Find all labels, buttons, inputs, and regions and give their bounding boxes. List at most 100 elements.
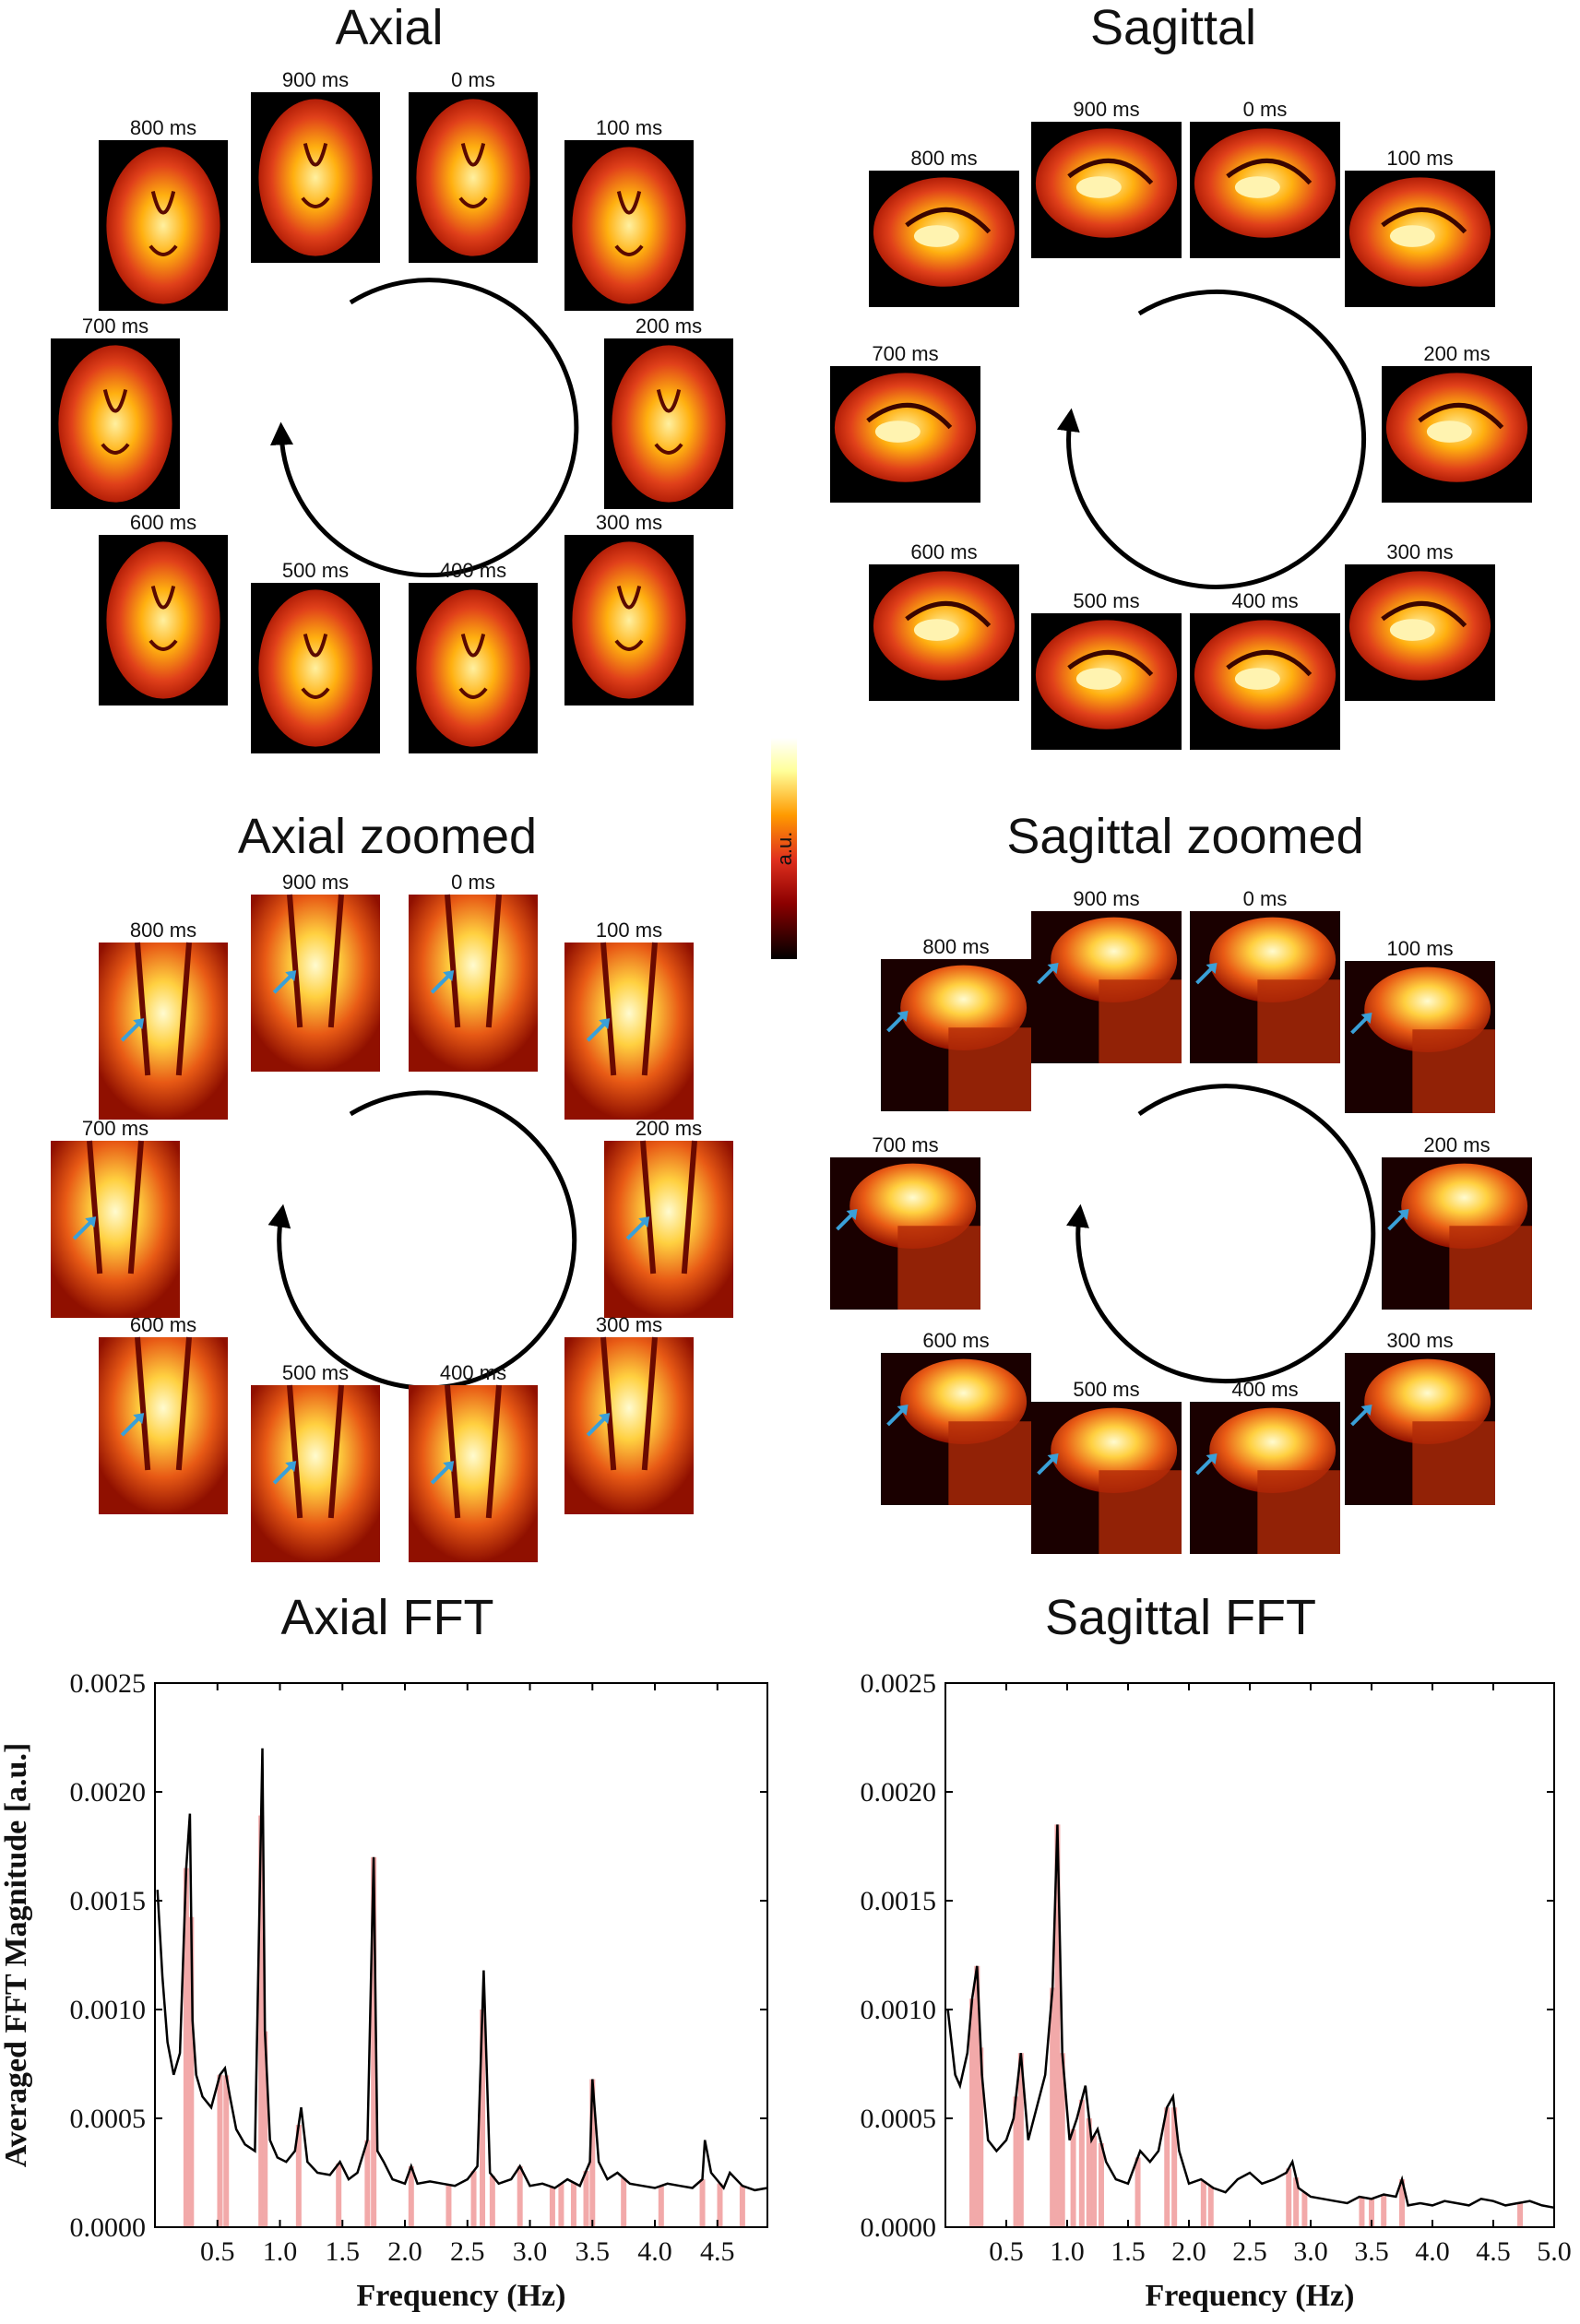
ventricle-edges [287,894,344,1028]
axial-tile: 300 ms [564,511,694,706]
peak-bar [336,2163,342,2227]
sagittal-zoomed-tile: 400 ms [1190,1378,1340,1554]
time-label: 800 ms [130,919,196,942]
axial-title: Axial [335,0,443,55]
x-tick-label: 1.0 [1050,2236,1085,2267]
blue-arrow-icon [586,1415,608,1437]
axial-slice [258,589,373,747]
blue-arrow-icon [430,972,452,994]
time-label: 100 ms [596,919,662,942]
ventricle-shape [614,586,644,651]
peak-bar [470,2171,477,2227]
peak-bar [258,1815,265,2227]
peak-bar [974,1965,980,2227]
plot-frame [154,1682,768,2228]
peak-bar [445,2184,452,2227]
axial-slice [416,99,530,256]
blue-arrow-head-icon [599,1018,611,1030]
ventricle-shape [148,586,178,651]
peak-bar [217,2074,223,2227]
sagittal-tile: 200 ms [1382,342,1532,503]
cycle-arrow-sagittal [1056,289,1367,589]
peak-bar [570,2182,576,2227]
peak-bar [1293,2177,1300,2227]
peak-bar [517,2165,523,2227]
peak-bar [1050,1987,1056,2227]
x-tick-label: 4.5 [1476,2236,1511,2267]
ventricle-edges [287,1384,344,1519]
sagittal-tile: 900 ms [1031,98,1182,258]
brainstem-region [1099,979,1182,1063]
time-label: 500 ms [1073,1378,1139,1401]
y-axis-label: Averaged FFT Magnitude [a.u.] [0,1743,33,2168]
bright-region [913,225,959,247]
axial-zoomed-tile: 500 ms [251,1361,380,1562]
axial-zoom-slice [251,1385,380,1562]
sagittal-zoomed-tile: 900 ms [1031,887,1182,1063]
time-label: 100 ms [1386,147,1453,170]
peak-bar [1164,2107,1170,2227]
peak-bar [1098,2142,1104,2227]
peak-bar [1135,2157,1141,2227]
peak-bar [969,1998,976,2227]
fft-line [946,1824,1555,2210]
axial-fft-title: Axial FFT [280,1590,493,1645]
y-tick-label: 0.0000 [70,2212,147,2243]
time-label: 300 ms [596,511,662,534]
time-label: 700 ms [872,342,938,365]
bright-region [1075,668,1122,690]
fft-charts: 0.0000 0.0005 0.0010 0.0015 0.0020 0.0025 0.5 1… [0,1668,1572,2313]
y-tick-label: 0.0025 [861,1668,937,1699]
blue-arrow-head-icon [133,1018,145,1030]
cycle-arrow-sagittal-zoomed [1066,1084,1376,1384]
peak-bar [364,2140,371,2227]
peak-bar [1369,2199,1374,2227]
time-label: 400 ms [440,559,506,582]
blue-arrow-icon [272,1463,294,1485]
peak-bar [1054,1824,1061,2227]
x-tick-label: 4.0 [637,2236,672,2267]
sagittal-tile: 700 ms [830,342,980,503]
plot-frame [944,1682,1555,2228]
axial-zoomed-tile: 100 ms [564,919,694,1120]
peak-bar [1070,2128,1076,2227]
corpus-callosum [866,402,953,430]
axial-zoomed-tile: 400 ms [409,1361,538,1562]
bright-region [874,421,921,443]
axial-zoom-slice [99,943,228,1120]
ventricle-shape [458,634,488,699]
axial-slice [106,541,220,699]
time-label: 100 ms [596,116,662,139]
blue-arrow-icon [430,1463,452,1485]
image-tiles: 0 ms 100 ms 200 ms 300 ms 400 ms 500 ms 600 ms… [51,68,1532,1562]
corpus-callosum [905,207,992,234]
x-tick-label: 1.5 [1111,2236,1146,2267]
axial-zoom-slice [51,1141,180,1318]
blue-arrow-icon [72,1218,94,1240]
peak-bar [1286,2168,1292,2227]
axial-zoomed-tile: 600 ms [99,1313,228,1514]
peak-bar [262,2031,268,2227]
y-tick-label: 0.0025 [70,1668,147,1699]
time-label: 700 ms [82,314,148,338]
sagittal-tile: 400 ms [1190,589,1340,750]
x-axis-label: Frequency (Hz) [357,2279,566,2313]
sagittal-fft-title: Sagittal FFT [1045,1590,1316,1645]
time-label: 0 ms [451,871,495,894]
x-tick-label: 0.5 [989,2236,1024,2267]
brainstem-region [1099,1470,1182,1554]
ventricle-shape [301,143,330,208]
time-label: 400 ms [440,1361,506,1384]
axial-slice [572,147,686,304]
axial-slice [258,99,373,256]
y-tick-label: 0.0005 [861,2104,937,2134]
axial-zoomed-tile: 200 ms [604,1117,733,1318]
x-tick-label: 1.5 [326,2236,361,2267]
peak-bar [1399,2179,1405,2227]
ventricle-edges [600,1336,658,1471]
peak-bar [1078,2099,1085,2227]
axial-zoomed-tile: 300 ms [564,1313,694,1514]
time-label: 300 ms [1386,1329,1453,1352]
blue-arrow-icon [120,1415,142,1437]
peak-bar [658,2186,664,2227]
